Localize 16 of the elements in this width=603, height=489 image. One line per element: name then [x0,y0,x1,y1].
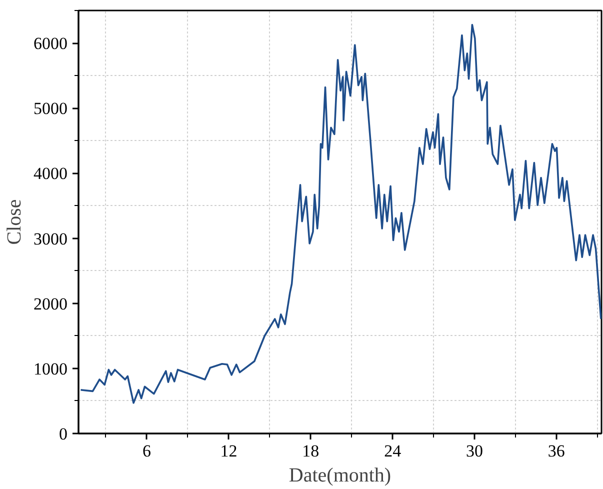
x-axis-title: Date(month) [288,464,392,486]
y-tick-label: 4000 [34,164,68,184]
y-tick-label: 1000 [34,359,68,378]
y-tick-label: 0 [59,424,68,444]
y-tick-label: 2000 [34,294,68,314]
y-tick-label: 3000 [34,229,68,248]
x-tick-label: 6 [142,442,152,460]
x-tick-label: 18 [302,442,320,460]
y-axis-title: Close [4,199,26,245]
x-tick-label: 24 [384,442,402,460]
x-tick-label: 36 [548,442,565,460]
line-series [80,24,602,404]
y-tick-label: 5000 [34,99,68,118]
x-tick-label: 12 [220,442,238,460]
y-tick-label: 6000 [34,34,68,54]
x-tick-label: 30 [466,442,484,460]
